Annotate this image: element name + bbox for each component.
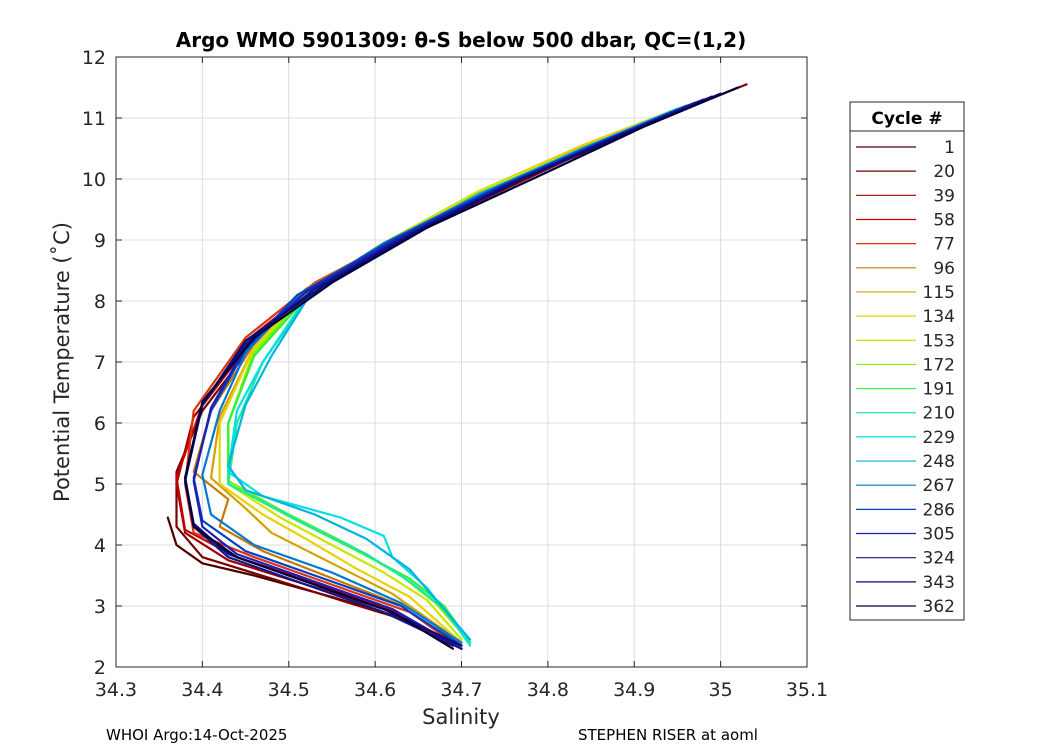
legend-label-cycle-267: 267	[923, 476, 955, 496]
x-tick-label-5: 34.8	[527, 679, 569, 701]
legend-entries: 1 20 39 58 77 96 115 134 153 172 191 210 229 248 267 28…	[856, 138, 955, 617]
series-line-cycle-362	[184, 86, 740, 650]
series-line-cycle-305	[192, 98, 705, 650]
legend-label-cycle-96: 96	[933, 259, 955, 279]
legend-label-cycle-229: 229	[923, 428, 955, 448]
x-tick-label-1: 34.4	[181, 679, 223, 701]
y-tick-label-4: 6	[94, 413, 106, 435]
y-tick-label-0: 2	[94, 657, 106, 679]
legend-label-cycle-58: 58	[933, 210, 955, 230]
legend-label-cycle-115: 115	[923, 283, 955, 303]
chart-title: Argo WMO 5901309: θ-S below 500 dbar, QC…	[176, 28, 746, 52]
x-tick-label-7: 35	[709, 679, 733, 701]
series-line-cycle-267	[201, 104, 688, 644]
y-tick-label-1: 3	[94, 596, 106, 618]
legend-label-cycle-134: 134	[923, 307, 955, 327]
y-tick-label-7: 9	[94, 230, 106, 252]
legend-label-cycle-153: 153	[923, 331, 955, 351]
y-tick-label-3: 5	[94, 474, 106, 496]
legend-label-cycle-324: 324	[923, 549, 955, 569]
legend-label-cycle-248: 248	[923, 452, 955, 472]
y-tick-label-9: 11	[82, 108, 106, 130]
legend-label-cycle-210: 210	[923, 404, 955, 424]
legend: Cycle # 1 20 39 58 77 96 115 134 153 172 191 210 229…	[849, 101, 965, 621]
legend-label-cycle-1: 1	[944, 138, 955, 158]
y-tick-label-10: 12	[82, 47, 106, 69]
y-tick-label-8: 10	[82, 169, 106, 191]
y-tick-label-6: 8	[94, 291, 106, 313]
x-tick-label-4: 34.7	[440, 679, 482, 701]
y-tick-label-5: 7	[94, 352, 106, 374]
axis-ticks: 34.3 34.4 34.5 34.6 34.7 34.8 34.9 35 35.1 2 3 4 5 6 7…	[82, 47, 828, 701]
footer-investigator: STEPHEN RISER at aoml	[578, 726, 758, 744]
y-axis-label: Potential Temperature (˚C)	[50, 222, 74, 502]
x-tick-label-3: 34.6	[354, 679, 396, 701]
x-tick-label-0: 34.3	[95, 679, 137, 701]
legend-label-cycle-77: 77	[933, 235, 955, 255]
series-lines	[166, 83, 748, 650]
x-tick-label-2: 34.5	[268, 679, 310, 701]
legend-label-cycle-39: 39	[933, 186, 955, 206]
x-axis-label: Salinity	[422, 705, 500, 729]
legend-label-cycle-191: 191	[923, 380, 955, 400]
legend-label-cycle-20: 20	[933, 162, 955, 182]
legend-label-cycle-172: 172	[923, 355, 955, 375]
legend-label-cycle-286: 286	[923, 500, 955, 520]
legend-label-cycle-305: 305	[923, 525, 955, 545]
legend-label-cycle-362: 362	[923, 597, 955, 617]
legend-label-cycle-343: 343	[923, 573, 955, 593]
grid-lines	[115, 56, 808, 668]
legend-title: Cycle #	[871, 109, 942, 129]
footer-source-date: WHOI Argo:14-Oct-2025	[106, 726, 288, 744]
x-tick-label-8: 35.1	[786, 679, 828, 701]
y-tick-label-2: 4	[94, 535, 106, 557]
x-tick-label-6: 34.9	[613, 679, 655, 701]
